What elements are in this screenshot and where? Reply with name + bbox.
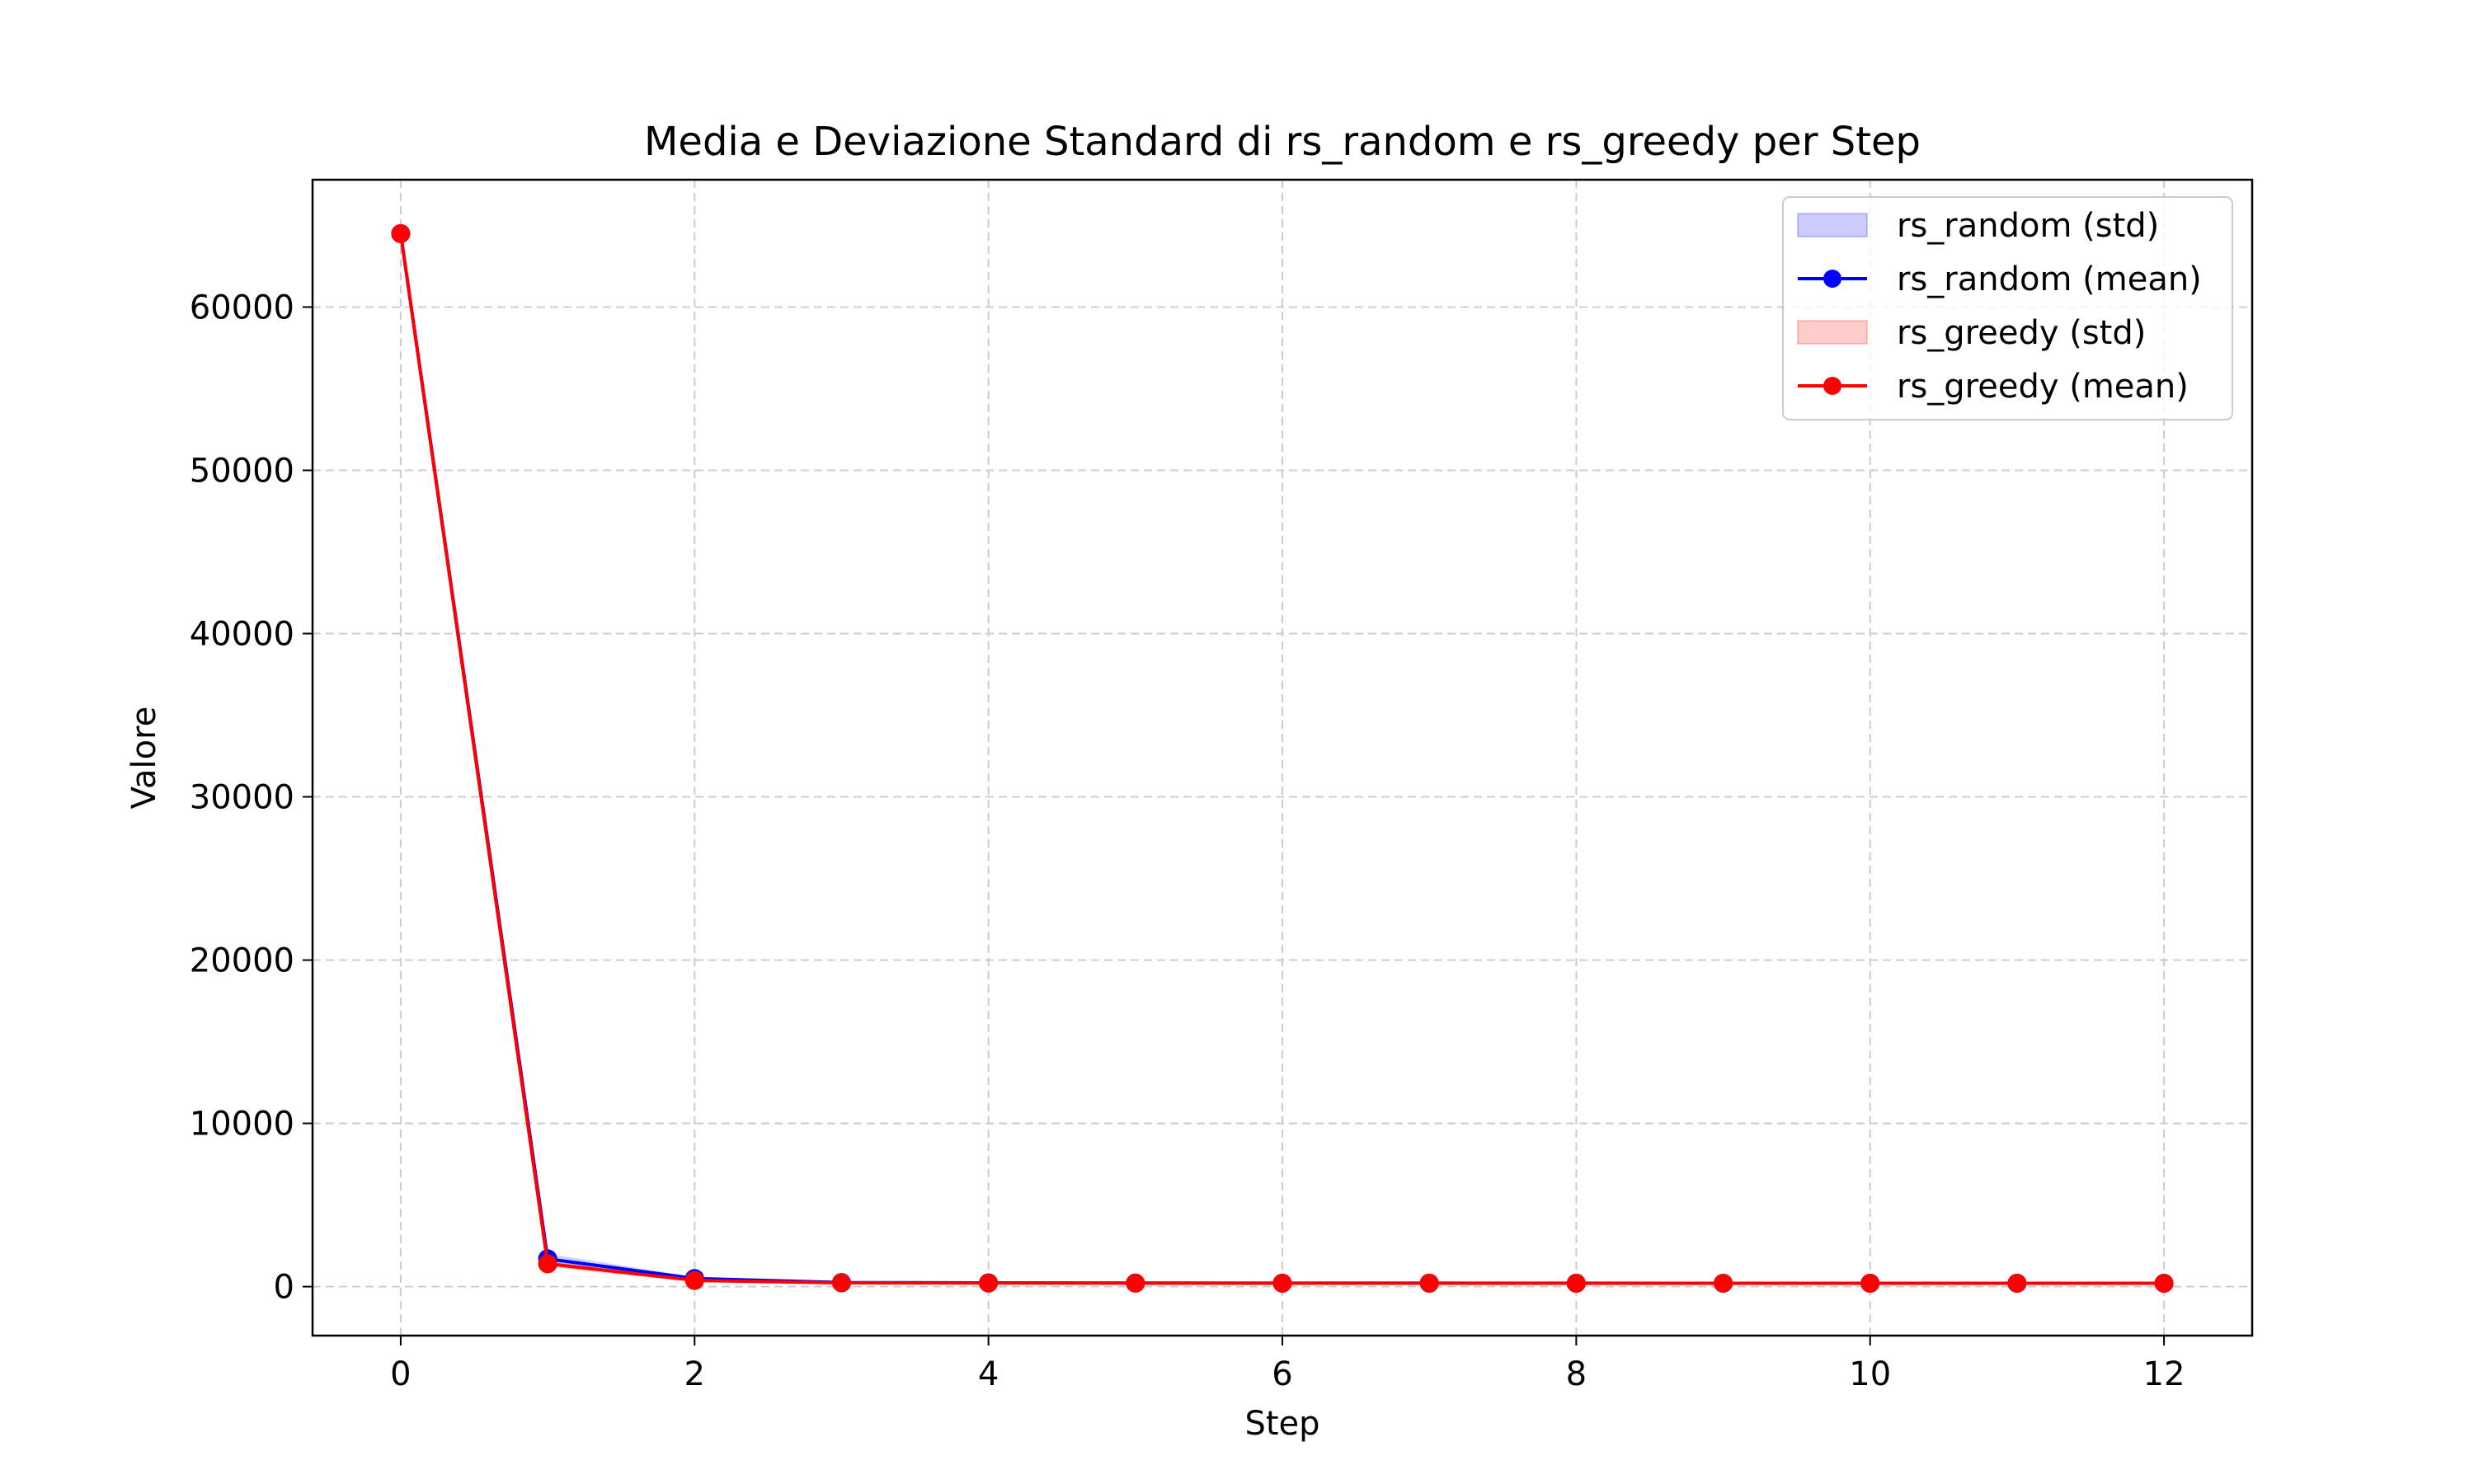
x-tick-label: 4: [978, 1355, 999, 1393]
y-tick-label: 60000: [190, 289, 294, 326]
data-point-rs-greedy: [2007, 1274, 2027, 1294]
legend-marker-rs-greedy-mean: [1823, 377, 1841, 395]
x-tick-label: 8: [1566, 1355, 1587, 1393]
x-tick-label: 0: [390, 1355, 411, 1393]
data-point-rs-greedy: [831, 1273, 851, 1293]
y-tick-label: 20000: [190, 942, 294, 980]
data-point-rs-greedy: [538, 1254, 557, 1274]
x-tick-label: 12: [2143, 1355, 2185, 1393]
x-tick-label: 10: [1849, 1355, 1891, 1393]
data-point-rs-greedy: [1566, 1273, 1586, 1293]
data-point-rs-greedy: [1714, 1273, 1733, 1293]
y-tick-label: 40000: [190, 616, 294, 654]
axis-ticks: 0 2 4 6 8 10 12 0 10000 20000 30000 40000 50000 60000: [190, 289, 2185, 1393]
data-point-rs-greedy: [391, 223, 411, 243]
y-tick-label: 30000: [190, 779, 294, 817]
data-point-rs-greedy: [1272, 1273, 1292, 1293]
legend-box: [1782, 196, 2233, 420]
data-point-rs-greedy: [1126, 1273, 1145, 1293]
data-point-rs-greedy: [979, 1273, 999, 1293]
legend: rs_random (std) rs_random (mean) rs_greedy…: [1782, 196, 2233, 420]
y-tick-label: 0: [274, 1269, 294, 1307]
x-tick-label: 2: [684, 1355, 705, 1393]
legend-label-rs-random-std: rs_random (std): [1897, 207, 2159, 245]
x-axis-label: Step: [1244, 1405, 1319, 1443]
data-point-rs-greedy: [1860, 1274, 1880, 1294]
legend-marker-rs-random-mean: [1823, 270, 1841, 288]
y-axis-label: Valore: [125, 707, 163, 810]
x-tick-label: 6: [1272, 1355, 1292, 1393]
y-tick-label: 50000: [190, 452, 294, 490]
y-tick-label: 10000: [190, 1106, 294, 1144]
legend-label-rs-random-mean: rs_random (mean): [1897, 261, 2202, 298]
data-point-rs-greedy: [684, 1270, 704, 1290]
data-point-rs-greedy: [1419, 1273, 1439, 1293]
legend-label-rs-greedy-mean: rs_greedy (mean): [1897, 368, 2189, 406]
legend-label-rs-greedy-std: rs_greedy (std): [1897, 314, 2146, 352]
series-lines: [391, 223, 2174, 1294]
legend-swatch-rs-greedy-std: [1797, 320, 1868, 345]
data-point-rs-greedy: [2154, 1274, 2174, 1294]
legend-swatch-rs-random-std: [1797, 213, 1868, 237]
chart-title: Media e Deviazione Standard di rs_random…: [644, 119, 1921, 165]
